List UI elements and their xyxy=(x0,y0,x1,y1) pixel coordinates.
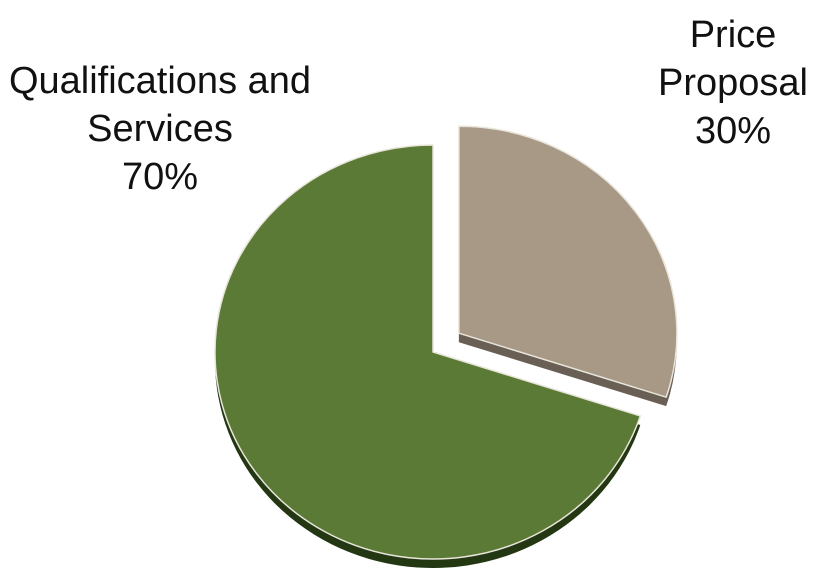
data-label-line: Price xyxy=(690,14,777,56)
data-label-line: 30% xyxy=(695,110,771,152)
data-label: Price Proposal 30% xyxy=(658,14,808,152)
data-label-line: Qualifications and xyxy=(9,60,311,102)
data-label: Qualifications and Services 70% xyxy=(9,60,311,198)
pie-slice xyxy=(458,125,678,398)
data-label-line: 70% xyxy=(122,156,198,198)
data-label-line: Services xyxy=(87,108,233,150)
pie-slice xyxy=(214,144,642,560)
data-label-line: Proposal xyxy=(658,62,808,104)
